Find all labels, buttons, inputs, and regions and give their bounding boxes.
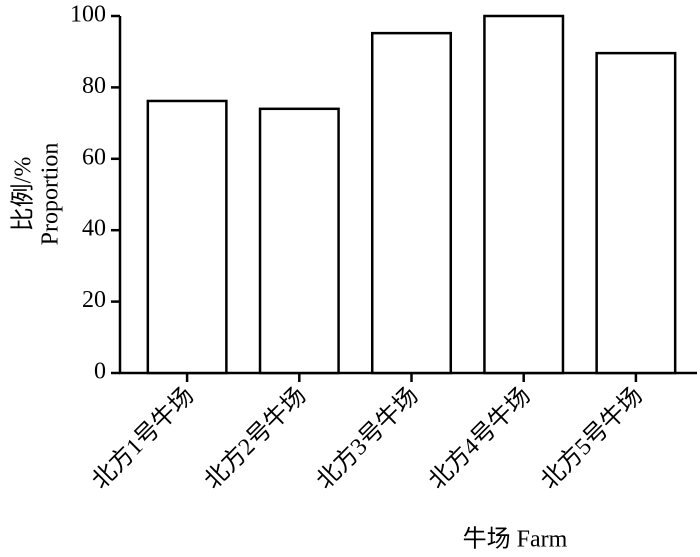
bar [146,99,228,375]
x-tick-label: 北方4号牛场 [423,382,535,494]
y-tick-label: 20 [82,287,106,313]
y-axis-title-line: 比例/% [10,157,37,232]
y-tick-label: 60 [82,144,106,170]
y-tick-label: 0 [94,359,106,385]
bar [258,107,340,375]
y-tick-label: 40 [82,216,106,242]
x-tick-label: 北方1号牛场 [87,382,199,494]
bar [595,51,677,375]
bar [483,14,565,375]
x-tick-label: 北方2号牛场 [199,382,311,494]
y-axis-title-line: Proportion [38,143,64,246]
x-axis-title: 牛场 Farm [463,526,568,553]
y-tick-label: 80 [82,73,106,99]
y-tick-label: 100 [70,2,106,28]
bar [370,31,453,375]
y-axis-title: 比例/% Proportion [10,143,64,246]
x-tick-label: 北方3号牛场 [311,382,423,494]
x-tick-label: 北方5号牛场 [536,382,648,494]
